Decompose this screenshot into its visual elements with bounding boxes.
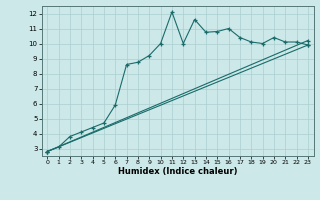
X-axis label: Humidex (Indice chaleur): Humidex (Indice chaleur) (118, 167, 237, 176)
